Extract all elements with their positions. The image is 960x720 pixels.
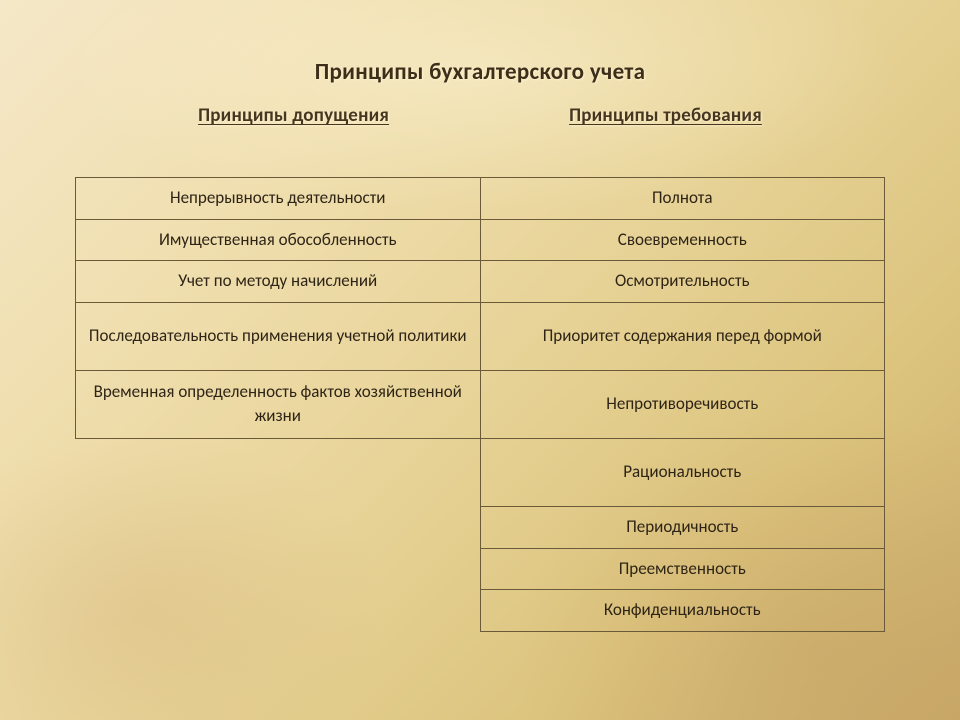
page-title: Принципы бухгалтерского учета [0, 58, 960, 86]
principles-table: Непрерывность деятельности Полнота Имуще… [75, 177, 885, 632]
principles-table-wrap: Непрерывность деятельности Полнота Имуще… [75, 177, 885, 632]
table-row: Имущественная обособленность Своевременн… [76, 219, 885, 261]
cell-left: Учет по методу начислений [76, 261, 481, 303]
cell-right: Приоритет содержания перед формой [480, 302, 885, 370]
cell-right: Непротиворечивость [480, 370, 885, 438]
cell-right: Конфиденциальность [480, 590, 885, 632]
cell-right: Рациональность [480, 438, 885, 506]
subtitle-left: Принципы допущения [198, 104, 389, 127]
table-row: Учет по методу начислений Осмотрительнос… [76, 261, 885, 303]
cell-empty [76, 548, 481, 590]
table-row: Непрерывность деятельности Полнота [76, 178, 885, 220]
table-row: Периодичность [76, 506, 885, 548]
subtitle-row: Принципы допущения Принципы требования [0, 104, 960, 127]
cell-right: Полнота [480, 178, 885, 220]
cell-right: Преемственность [480, 548, 885, 590]
cell-empty [76, 590, 481, 632]
table-row: Временная определенность фактов хозяйств… [76, 370, 885, 438]
cell-empty [76, 506, 481, 548]
table-row: Конфиденциальность [76, 590, 885, 632]
table-row: Рациональность [76, 438, 885, 506]
cell-left: Временная определенность фактов хозяйств… [76, 370, 481, 438]
cell-right: Своевременность [480, 219, 885, 261]
subtitle-right: Принципы требования [569, 104, 762, 127]
cell-right: Периодичность [480, 506, 885, 548]
table-row: Последовательность применения учетной по… [76, 302, 885, 370]
cell-left: Имущественная обособленность [76, 219, 481, 261]
cell-left: Последовательность применения учетной по… [76, 302, 481, 370]
cell-right: Осмотрительность [480, 261, 885, 303]
cell-left: Непрерывность деятельности [76, 178, 481, 220]
cell-empty [76, 438, 481, 506]
table-row: Преемственность [76, 548, 885, 590]
